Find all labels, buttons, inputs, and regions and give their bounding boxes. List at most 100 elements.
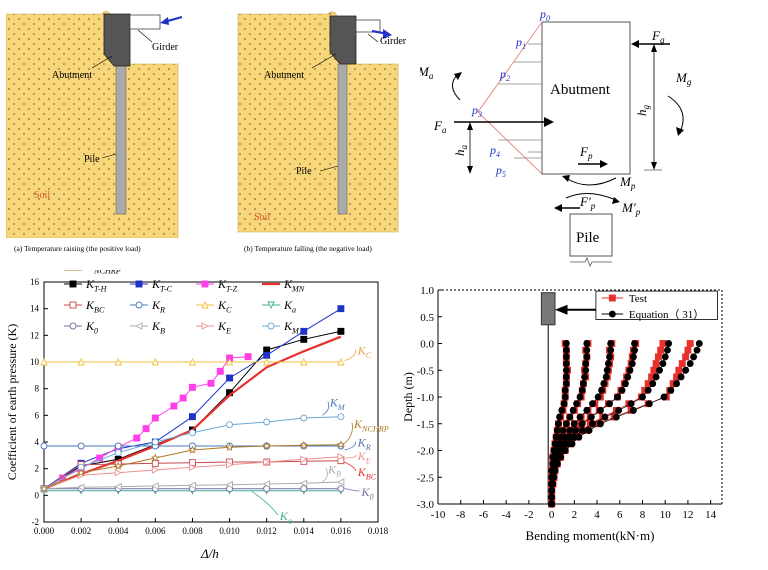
data-point bbox=[562, 373, 570, 381]
legend-marker bbox=[201, 300, 209, 309]
data-point bbox=[606, 400, 613, 408]
data-point bbox=[682, 366, 690, 374]
data-point bbox=[560, 400, 568, 408]
y-tick-label: 0.0 bbox=[420, 339, 434, 351]
fa-label: Fa bbox=[433, 118, 447, 135]
y-tick-label: 8 bbox=[35, 384, 40, 394]
legend-label: KR bbox=[151, 298, 165, 314]
fa-arrow-icon bbox=[544, 117, 554, 127]
data-point bbox=[179, 394, 187, 402]
data-point bbox=[337, 327, 345, 335]
x-tick-label: -2 bbox=[524, 509, 533, 521]
data-point bbox=[656, 366, 663, 374]
x-tick-label: 12 bbox=[682, 509, 693, 521]
data-point bbox=[114, 482, 122, 491]
legend-box bbox=[595, 290, 718, 320]
fg-label: Fg bbox=[651, 28, 665, 45]
data-point bbox=[695, 340, 703, 347]
data-point bbox=[583, 346, 591, 354]
legend-label: KMN bbox=[283, 277, 305, 293]
data-point bbox=[114, 449, 122, 457]
y-tick-label: -1.0 bbox=[417, 392, 435, 404]
data-point bbox=[629, 406, 637, 414]
girder-label: Girder bbox=[152, 42, 179, 53]
data-point bbox=[299, 440, 309, 450]
data-point bbox=[300, 485, 308, 493]
data-point bbox=[553, 426, 561, 434]
data-point bbox=[300, 327, 308, 335]
data-point bbox=[551, 467, 559, 475]
data-point bbox=[300, 357, 308, 366]
legend-marker bbox=[69, 301, 77, 309]
abutment-shape bbox=[329, 15, 357, 65]
x-tick-label: 0.002 bbox=[71, 526, 91, 536]
data-point bbox=[262, 357, 271, 366]
load-arrow-icon bbox=[383, 29, 392, 39]
p0-label: p0 bbox=[539, 7, 550, 23]
data-point bbox=[629, 353, 637, 361]
data-point bbox=[562, 340, 570, 347]
x-tick-label: 14 bbox=[705, 509, 717, 521]
legend-label: KM bbox=[283, 319, 300, 335]
data-point bbox=[244, 353, 252, 361]
data-point bbox=[549, 480, 557, 488]
data-point bbox=[40, 357, 48, 366]
mp-prime-moment-arrow bbox=[565, 193, 617, 201]
data-point bbox=[604, 360, 612, 368]
load-arrow-icon bbox=[160, 17, 169, 25]
legend-marker bbox=[201, 322, 210, 330]
girder-shape bbox=[355, 19, 381, 33]
annotation-label: KB bbox=[327, 462, 341, 478]
annotation-label: KNCHRP bbox=[353, 417, 389, 433]
legend: KT-H KT-C KT-Z KMN KBC KR KC Ka K0 KB KE KM KNCHRP bbox=[64, 270, 305, 335]
y-tick-label: 0.5 bbox=[420, 312, 434, 324]
annotation-label: KM bbox=[329, 396, 346, 412]
legend-marker bbox=[608, 310, 616, 318]
data-point bbox=[337, 452, 345, 461]
earth-pressure-chart: 0.000 0.002 0.004 0.006 0.008 0.010 0.012 0.014… bbox=[5, 270, 389, 561]
annotation-label: K0 bbox=[360, 485, 373, 501]
y-tick-label: 6 bbox=[35, 410, 40, 420]
x-tick-label: 0.014 bbox=[294, 526, 315, 536]
data-point bbox=[573, 400, 581, 408]
data-point bbox=[568, 440, 576, 448]
data-point bbox=[576, 393, 584, 401]
x-tick-label: 0.004 bbox=[108, 526, 129, 536]
data-point bbox=[151, 414, 159, 422]
x-tick-label: 2 bbox=[572, 509, 578, 521]
girder-label: Girder bbox=[380, 36, 407, 47]
abutment-label: Abutment bbox=[52, 70, 92, 81]
y-tick-label: -2 bbox=[32, 517, 40, 527]
data-point bbox=[336, 478, 345, 486]
data-point bbox=[644, 386, 652, 394]
annotation-arrow bbox=[344, 349, 357, 362]
data-point bbox=[631, 340, 638, 347]
data-point bbox=[300, 414, 308, 422]
data-point bbox=[337, 357, 345, 366]
data-point bbox=[77, 483, 85, 492]
series-K_NCHRP bbox=[39, 440, 346, 493]
legend-label: KC bbox=[217, 298, 232, 314]
legend-marker bbox=[69, 322, 77, 330]
legend-marker bbox=[135, 301, 143, 309]
data-point bbox=[561, 447, 569, 454]
legend-marker bbox=[134, 322, 143, 330]
legend-marker bbox=[69, 280, 77, 288]
data-point bbox=[626, 366, 634, 374]
data-point bbox=[665, 340, 673, 347]
ma-label: Ma bbox=[420, 64, 434, 81]
data-point bbox=[660, 393, 668, 401]
annotation-arrow bbox=[344, 461, 357, 472]
y-tick-label: 16 bbox=[30, 277, 40, 287]
data-point bbox=[631, 346, 638, 354]
pile-label: Pile bbox=[576, 230, 600, 246]
annotation-arrow bbox=[344, 454, 357, 459]
data-point bbox=[607, 340, 615, 347]
data-point bbox=[558, 406, 566, 414]
annotation-label: Ka bbox=[279, 509, 292, 525]
data-point bbox=[188, 383, 196, 391]
legend-label: Test bbox=[629, 293, 647, 305]
data-point bbox=[225, 442, 234, 452]
data-point bbox=[576, 413, 584, 421]
data-point bbox=[615, 406, 623, 414]
